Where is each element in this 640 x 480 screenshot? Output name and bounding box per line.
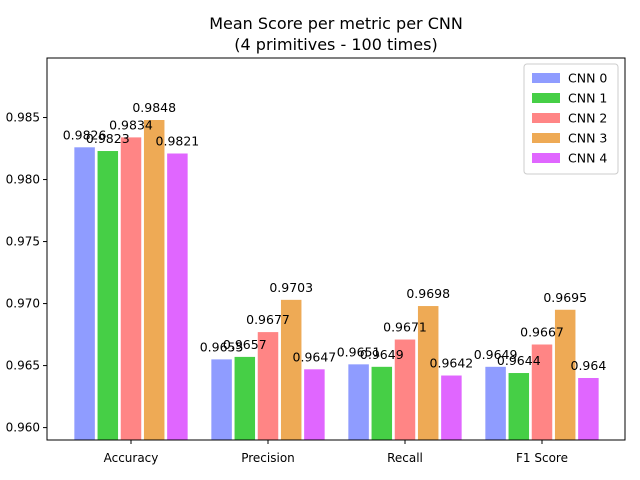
x-tick-label: Accuracy bbox=[104, 451, 159, 465]
legend-label: CNN 1 bbox=[568, 91, 607, 106]
bar-value-label: 0.9698 bbox=[406, 286, 450, 301]
bar-cnn2-recall bbox=[394, 339, 416, 440]
x-tick-label: F1 Score bbox=[516, 451, 568, 465]
bar-cnn0-precision bbox=[211, 359, 232, 440]
legend-swatch bbox=[532, 113, 560, 123]
bar-value-label: 0.9823 bbox=[86, 131, 130, 146]
legend: CNN 0 CNN 1 CNN 2 CNN 3 CNN 4 bbox=[523, 63, 619, 175]
bar-value-label: 0.9651 bbox=[337, 344, 381, 359]
bar-cnn1-accuracy bbox=[97, 151, 119, 440]
bar-cnn3-f1-score bbox=[554, 309, 576, 440]
x-tick-label: Precision bbox=[241, 451, 295, 465]
bar-cnn3-accuracy bbox=[143, 120, 165, 440]
bar-value-label: 0.9671 bbox=[383, 320, 427, 335]
bar-cnn2-accuracy bbox=[120, 137, 142, 440]
x-axis: Accuracy Precision Recall F1 Score bbox=[104, 440, 568, 465]
legend-label: CNN 2 bbox=[568, 111, 607, 126]
bar-value-label: 0.9826 bbox=[63, 127, 107, 142]
bar-cnn4-recall bbox=[441, 375, 462, 440]
bar-cnn1-f1-score bbox=[508, 373, 530, 440]
bar-value-label: 0.9821 bbox=[156, 134, 200, 149]
bar-value-label: 0.9657 bbox=[223, 337, 267, 352]
bar-value-label: 0.9642 bbox=[430, 356, 474, 371]
bar-cnn4-precision bbox=[304, 369, 325, 440]
bar-value-label: 0.9649 bbox=[360, 347, 404, 362]
bar-value-label: 0.9695 bbox=[543, 290, 587, 305]
bar-cnn0-accuracy bbox=[74, 147, 95, 441]
bar-value-label: 0.9677 bbox=[246, 312, 290, 327]
bar-value-label: 0.9848 bbox=[132, 100, 176, 115]
legend-box bbox=[523, 63, 619, 175]
bar-cnn1-precision bbox=[234, 356, 256, 440]
y-tick-label: 0.980 bbox=[6, 173, 40, 187]
chart-title: Mean Score per metric per CNN bbox=[209, 14, 463, 33]
bar-cnn2-precision bbox=[257, 332, 279, 440]
bar-value-label: 0.9703 bbox=[269, 280, 313, 295]
bar-cnn3-precision bbox=[280, 299, 302, 440]
y-axis: 0.960 0.965 0.970 0.975 0.980 0.985 bbox=[6, 111, 47, 435]
x-tick-label: Recall bbox=[387, 451, 423, 465]
y-tick-label: 0.970 bbox=[6, 297, 40, 311]
bar-value-label: 0.9655 bbox=[200, 339, 244, 354]
bar-value-label: 0.9667 bbox=[520, 325, 564, 340]
bar-cnn0-f1-score bbox=[485, 366, 506, 440]
bar-cnn0-recall bbox=[348, 364, 369, 440]
legend-swatch bbox=[532, 93, 560, 103]
bar-cnn4-f1-score bbox=[578, 377, 599, 440]
bar-cnn2-f1-score bbox=[531, 344, 553, 440]
bar-cnn4-accuracy bbox=[167, 153, 188, 440]
legend-label: CNN 3 bbox=[568, 131, 607, 146]
bar-value-label: 0.9644 bbox=[497, 353, 541, 368]
chart-subtitle: (4 primitives - 100 times) bbox=[234, 35, 437, 54]
bar-value-label: 0.9647 bbox=[293, 349, 337, 364]
bars-group bbox=[74, 120, 599, 441]
y-tick-label: 0.985 bbox=[6, 111, 40, 125]
bar-value-label: 0.9834 bbox=[109, 117, 153, 132]
bar-value-label: 0.9649 bbox=[474, 347, 518, 362]
bar-cnn1-recall bbox=[371, 366, 393, 440]
legend-label: CNN 0 bbox=[568, 71, 607, 86]
bar-cnn3-recall bbox=[417, 306, 439, 440]
plot-frame bbox=[46, 57, 626, 441]
legend-swatch bbox=[532, 153, 560, 163]
y-tick-label: 0.965 bbox=[6, 359, 40, 373]
y-tick-label: 0.960 bbox=[6, 421, 40, 435]
bar-value-label: 0.964 bbox=[571, 358, 607, 373]
legend-swatch bbox=[532, 73, 560, 83]
legend-swatch bbox=[532, 133, 560, 143]
legend-label: CNN 4 bbox=[568, 151, 607, 166]
y-tick-label: 0.975 bbox=[6, 235, 40, 249]
